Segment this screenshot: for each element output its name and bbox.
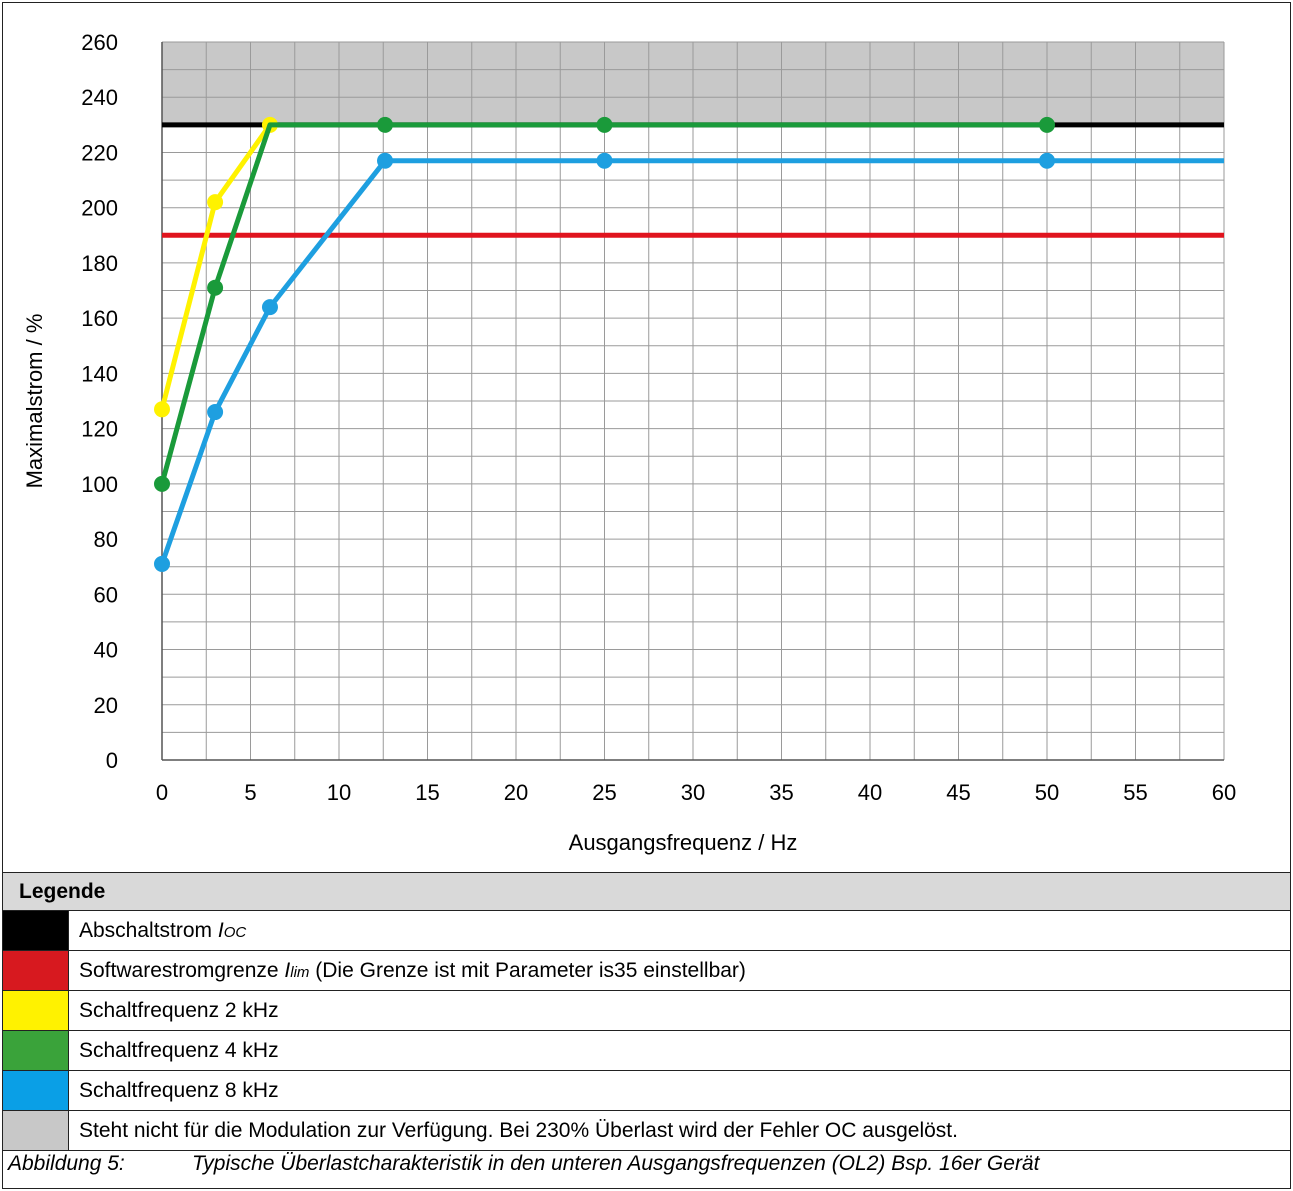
legend-symbol-subscript: lim	[290, 963, 310, 981]
series-point-3	[207, 279, 224, 296]
x-tick-label: 35	[769, 780, 793, 805]
series-point-4	[154, 555, 170, 572]
legend-label-text: Schaltfrequenz 4 kHz	[79, 1038, 279, 1062]
y-tick-label: 0	[106, 748, 118, 773]
series-point-4	[1039, 152, 1055, 169]
x-tick-label: 30	[681, 780, 705, 805]
series-point-3	[377, 116, 394, 133]
y-tick-label: 40	[94, 638, 118, 663]
legend-header-row: Legende	[2, 872, 1291, 911]
chart: 0 5 10 15 20 25 30 35 40 45 50 55 60 0 20 40 60 80 100 120 1…	[22, 30, 1236, 855]
y-tick-label: 120	[81, 417, 118, 442]
legend-row: Abschaltstrom IOC	[2, 910, 1291, 951]
y-tick-label: 180	[81, 251, 118, 276]
legend-label-text: Steht nicht für die Modulation zur Verfü…	[79, 1118, 958, 1142]
figure-caption: Abbildung 5: Typische Überlastcharakteris…	[8, 1152, 1039, 1176]
series-point-4	[207, 404, 224, 421]
legend-row: Steht nicht für die Modulation zur Verfü…	[2, 1110, 1291, 1151]
legend-label-text: Abschaltstrom	[79, 918, 218, 942]
legend-table: Legende Abschaltstrom IOC Softwarestromgr…	[2, 872, 1291, 1151]
legend-label: Schaltfrequenz 8 kHz	[68, 1070, 1291, 1111]
x-tick-label: 5	[244, 780, 256, 805]
legend-row: Schaltfrequenz 8 kHz	[2, 1070, 1291, 1111]
legend-symbol-subscript: OC	[223, 923, 247, 941]
legend-title: Legende	[2, 872, 1291, 911]
y-axis-label: Maximalstrom / %	[22, 314, 47, 489]
caption-number: Abbildung 5:	[8, 1152, 125, 1175]
legend-label-text: Softwarestromgrenze	[79, 958, 285, 982]
legend-swatch	[2, 1070, 69, 1111]
legend-label-text: Schaltfrequenz 2 kHz	[79, 998, 279, 1022]
y-tick-label: 140	[81, 361, 118, 386]
legend-label: Schaltfrequenz 2 kHz	[68, 990, 1291, 1031]
series-point-3	[1039, 116, 1055, 133]
y-tick-label: 220	[81, 140, 118, 165]
x-tick-label: 60	[1212, 780, 1236, 805]
legend-swatch	[2, 1110, 69, 1151]
legend-row: Softwarestromgrenze Ilim (Die Grenze ist…	[2, 950, 1291, 991]
y-tick-label: 200	[81, 196, 118, 221]
x-tick-label: 25	[592, 780, 616, 805]
legend-swatch	[2, 910, 69, 951]
caption-text: Typische Überlastcharakteristik in den u…	[192, 1152, 1040, 1175]
series-line-3	[159, 122, 1047, 485]
y-tick-label: 20	[94, 693, 118, 718]
series-point-4	[596, 152, 613, 169]
legend-label-suffix: (Die Grenze ist mit Parameter is35 einst…	[309, 958, 746, 982]
x-axis-label: Ausgangsfrequenz / Hz	[569, 830, 798, 855]
y-tick-label: 100	[81, 472, 118, 497]
series-point-2	[154, 401, 170, 418]
legend-row: Schaltfrequenz 2 kHz	[2, 990, 1291, 1031]
series-point-4	[377, 152, 394, 169]
y-tick-label: 240	[81, 85, 118, 110]
x-tick-label: 10	[327, 780, 351, 805]
y-tick-label: 160	[81, 306, 118, 331]
legend-label: Steht nicht für die Modulation zur Verfü…	[68, 1110, 1291, 1151]
legend-label: Abschaltstrom IOC	[68, 910, 1291, 951]
x-tick-label: 0	[156, 780, 168, 805]
legend-label: Softwarestromgrenze Ilim (Die Grenze ist…	[68, 950, 1291, 991]
legend-swatch	[2, 1030, 69, 1071]
legend-label-text: Schaltfrequenz 8 kHz	[79, 1078, 279, 1102]
legend-symbol: I	[284, 958, 291, 982]
x-tick-label: 50	[1035, 780, 1059, 805]
series-point-3	[154, 475, 170, 492]
x-tick-label: 15	[415, 780, 439, 805]
series-point-2	[207, 194, 224, 211]
x-tick-label: 45	[946, 780, 970, 805]
series-point-3	[596, 116, 613, 133]
legend-label: Schaltfrequenz 4 kHz	[68, 1030, 1291, 1071]
legend-row: Schaltfrequenz 4 kHz	[2, 1030, 1291, 1071]
y-tick-label: 80	[94, 527, 118, 552]
x-tick-label: 55	[1123, 780, 1147, 805]
y-tick-label: 60	[94, 582, 118, 607]
x-tick-label: 40	[858, 780, 882, 805]
legend-swatch	[2, 990, 69, 1031]
series-point-4	[261, 299, 278, 316]
legend-swatch	[2, 950, 69, 991]
x-tick-label: 20	[504, 780, 528, 805]
legend-symbol: I	[217, 918, 224, 942]
y-tick-label: 260	[81, 30, 118, 55]
